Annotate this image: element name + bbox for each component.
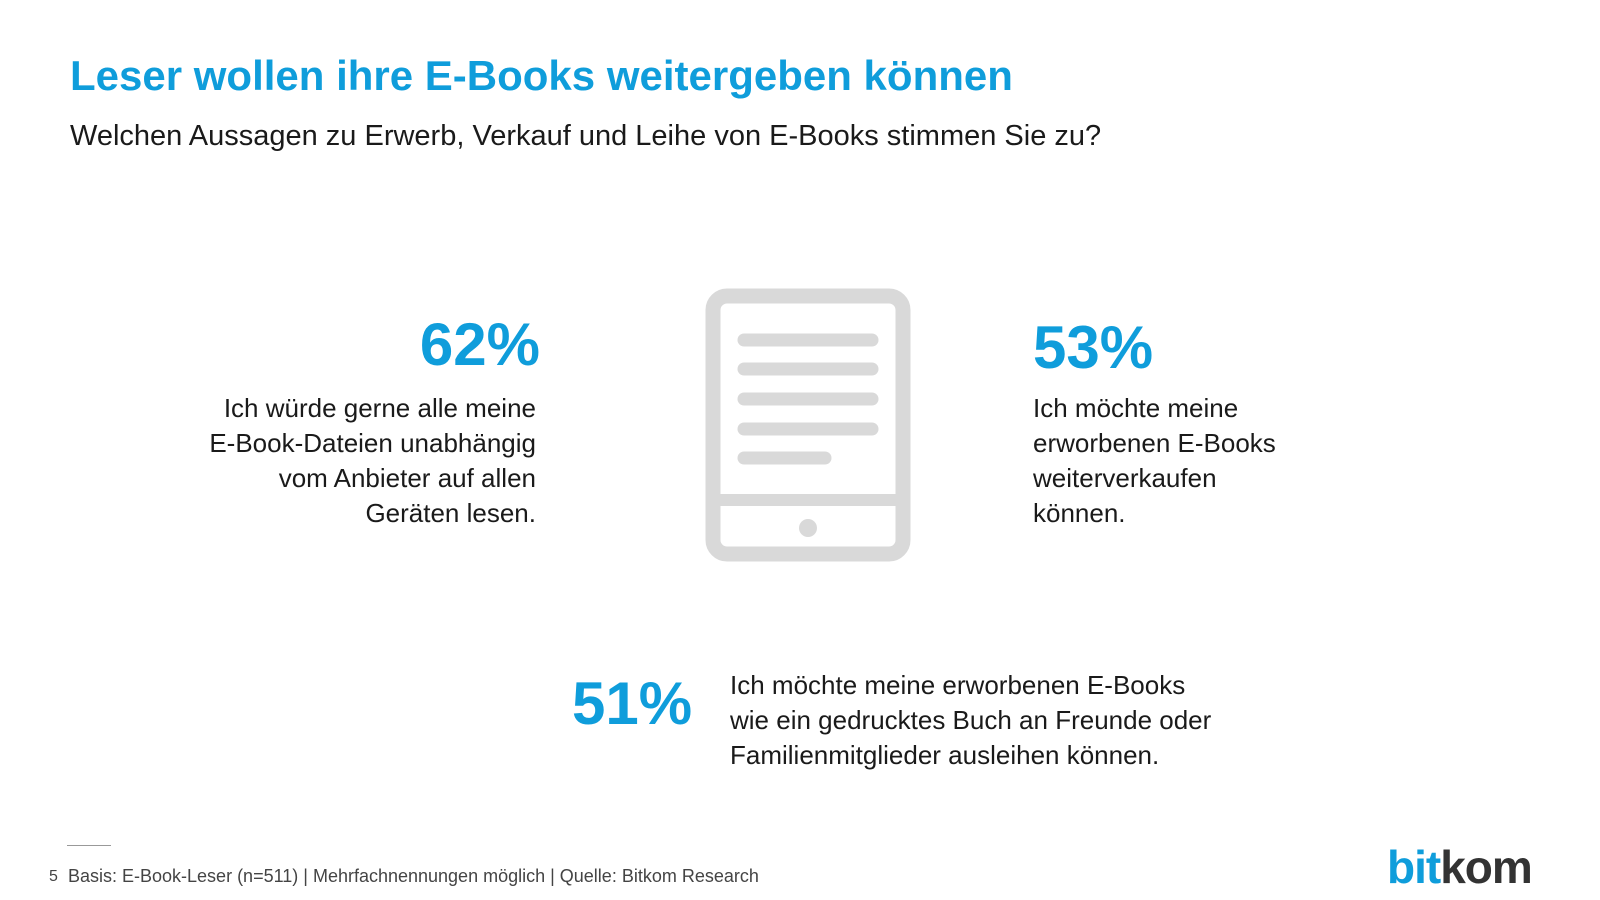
- text-line: können.: [1033, 498, 1126, 528]
- text-line: Familienmitglieder ausleihen können.: [730, 740, 1160, 770]
- text-line: vom Anbieter auf allen: [278, 463, 536, 493]
- subtitle: Welchen Aussagen zu Erwerb, Verkauf und …: [70, 120, 1102, 152]
- text-line: Ich möchte meine: [1033, 393, 1239, 423]
- text-line: Geräten lesen.: [365, 498, 536, 528]
- page-number: 5: [49, 868, 58, 885]
- stat-value: 53%: [1033, 314, 1154, 381]
- text-lines: [737, 333, 879, 465]
- title: Leser wollen ihre E-Books weitergeben kö…: [70, 52, 1013, 99]
- stat-value: 51%: [572, 670, 693, 737]
- tablet-icon: [705, 288, 911, 562]
- text-line: wie ein gedrucktes Buch an Freunde oder: [730, 705, 1212, 735]
- text-line: Ich würde gerne alle meine: [223, 393, 536, 423]
- footer-note: Basis: E-Book-Leser (n=511) | Mehrfachne…: [68, 866, 759, 886]
- stat-text: Ich würde gerne alle meine E-Book-Dateien…: [209, 391, 536, 531]
- stat-value: 62%: [419, 311, 540, 378]
- footer-rule: [67, 845, 111, 846]
- stat-text: Ich möchte meine erworbenen E-Books wie e…: [730, 668, 1211, 773]
- logo: bitkom: [1387, 840, 1533, 894]
- tablet-button: [799, 519, 817, 537]
- text-line: weiterverkaufen: [1033, 463, 1217, 493]
- text-line: Ich möchte meine erworbenen E-Books: [730, 670, 1186, 700]
- text-line: E-Book-Dateien unabhängig: [209, 428, 536, 458]
- logo-part: kom: [1440, 841, 1533, 893]
- stat-text: Ich möchte meine erworbenen E-Books weiter…: [1033, 391, 1276, 531]
- logo-part: bit: [1387, 841, 1441, 893]
- text-line: erworbenen E-Books: [1033, 428, 1276, 458]
- tablet-frame: [705, 288, 911, 562]
